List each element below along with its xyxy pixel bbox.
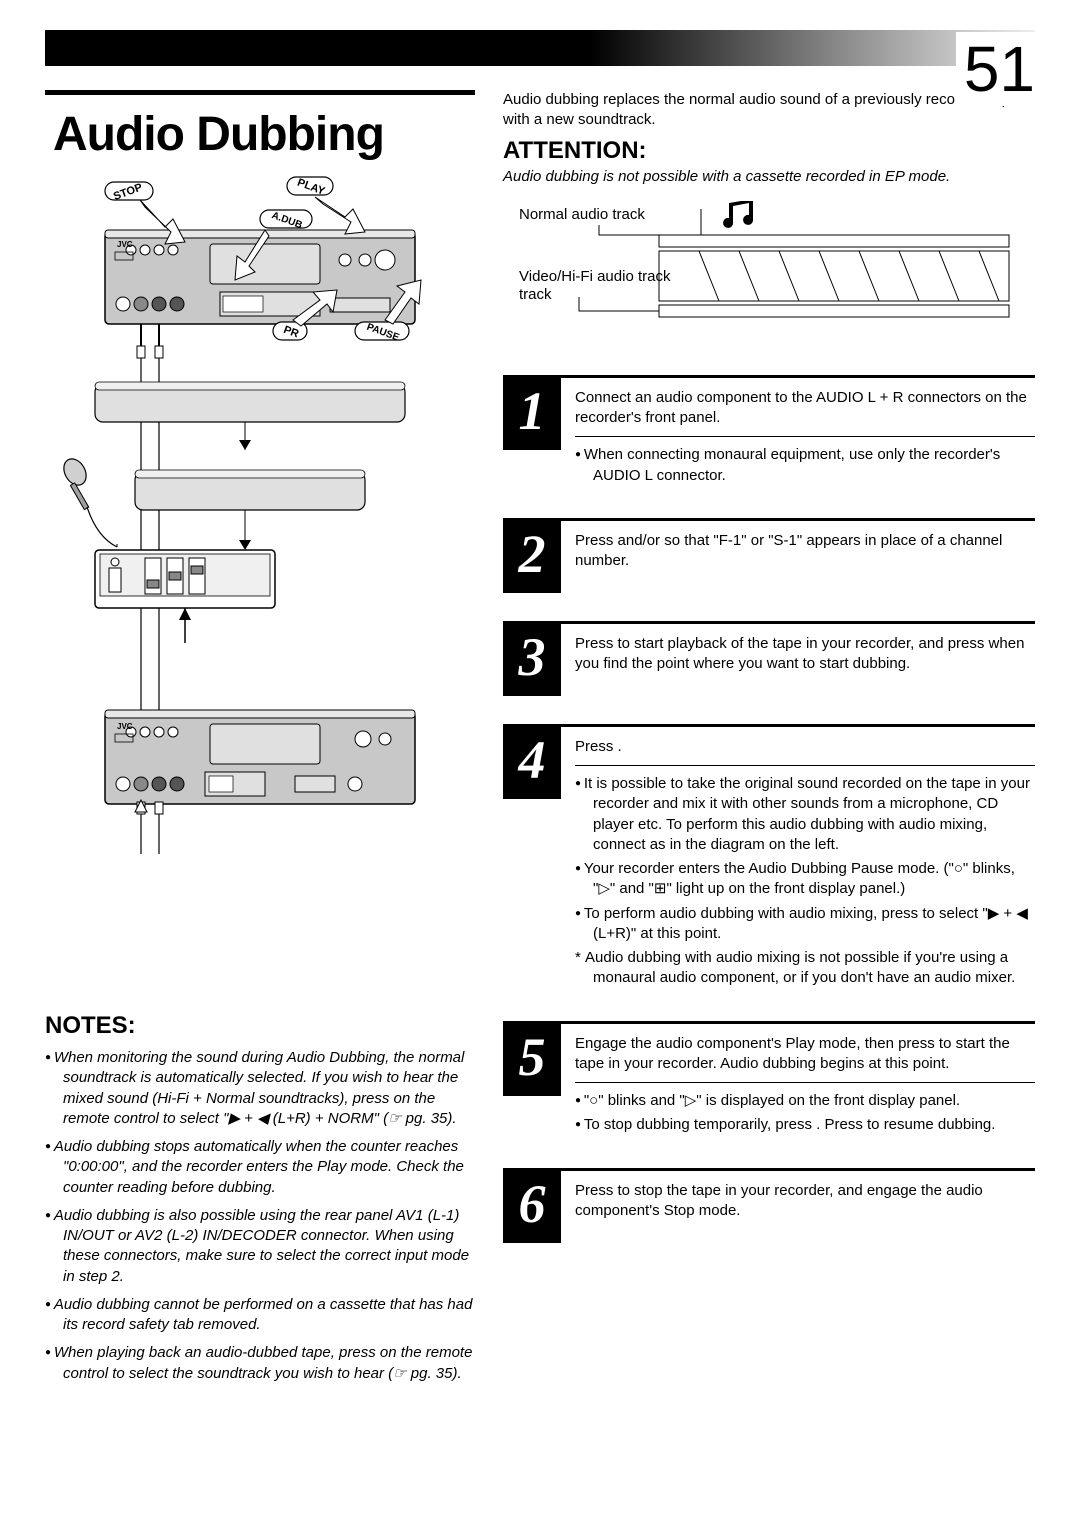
step-6: 6 Press to stop the tape in your recorde… — [503, 1168, 1035, 1243]
step-body-text: Engage the audio component's Play mode, … — [575, 1034, 1035, 1075]
header-gradient-bar — [45, 30, 1035, 66]
page-content: Audio Dubbing — [45, 90, 1035, 1392]
svg-text:Normal audio track: Normal audio track — [519, 206, 645, 223]
step-number: 4 — [503, 727, 561, 799]
track-diagram: Normal audio track Video/Hi-Fi audio tra… — [503, 201, 1035, 351]
notes-heading: NOTES: — [45, 1012, 475, 1040]
step-star-note: Audio dubbing with audio mixing is not p… — [575, 948, 1035, 989]
step-number: 1 — [503, 378, 561, 450]
svg-text:JVC: JVC — [117, 722, 133, 731]
note-item: When playing back an audio-dubbed tape, … — [45, 1343, 475, 1384]
attention-heading: ATTENTION: — [503, 137, 1035, 165]
step-body-text: Press . — [575, 737, 1035, 757]
step-1: 1 Connect an audio component to the AUDI… — [503, 375, 1035, 490]
step-number: 5 — [503, 1024, 561, 1096]
step-body-text: Press to start playback of the tape in y… — [575, 634, 1035, 675]
note-item: When monitoring the sound during Audio D… — [45, 1048, 475, 1129]
svg-text:JVC: JVC — [117, 240, 133, 249]
step-bullet: It is possible to take the original soun… — [575, 774, 1035, 855]
page-number: 51 — [956, 32, 1035, 106]
step-body-text: Connect an audio component to the AUDIO … — [575, 388, 1035, 429]
step-number: 6 — [503, 1171, 561, 1243]
step-3: 3 Press to start playback of the tape in… — [503, 621, 1035, 696]
step-bullet: To perform audio dubbing with audio mixi… — [575, 904, 1035, 945]
step-4: 4 Press . It is possible to take the ori… — [503, 724, 1035, 993]
note-item: Audio dubbing cannot be performed on a c… — [45, 1295, 475, 1336]
step-divider — [575, 436, 1035, 437]
svg-text:Video/Hi-Fi audio tracktrack: Video/Hi-Fi audio tracktrack — [519, 268, 671, 303]
step-divider — [575, 1082, 1035, 1083]
step-bullet: To stop dubbing temporarily, press . Pre… — [575, 1115, 1035, 1135]
step-number: 2 — [503, 521, 561, 593]
step-bullet: When connecting monaural equipment, use … — [575, 445, 1035, 486]
step-5: 5 Engage the audio component's Play mode… — [503, 1021, 1035, 1140]
right-column: Audio dubbing replaces the normal audio … — [503, 90, 1035, 1392]
step-bullet: "○" blinks and "▷" is displayed on the f… — [575, 1091, 1035, 1111]
step-body-text: Press and/or so that "F-1" or "S-1" appe… — [575, 531, 1035, 572]
step-bullet: Your recorder enters the Audio Dubbing P… — [575, 859, 1035, 900]
note-item: Audio dubbing is also possible using the… — [45, 1206, 475, 1287]
title-top-rule — [45, 90, 475, 95]
page-title: Audio Dubbing — [45, 103, 475, 172]
step-number: 3 — [503, 624, 561, 696]
note-item: Audio dubbing stops automatically when t… — [45, 1137, 475, 1198]
notes-list: When monitoring the sound during Audio D… — [45, 1048, 475, 1384]
step-body-text: Press to stop the tape in your recorder,… — [575, 1181, 1035, 1222]
attention-text: Audio dubbing is not possible with a cas… — [503, 167, 1035, 187]
left-column: Audio Dubbing — [45, 90, 475, 1392]
step-2: 2 Press and/or so that "F-1" or "S-1" ap… — [503, 518, 1035, 593]
equipment-diagram: JVC STOP PLAY A.DUB — [45, 172, 475, 992]
music-notes-icon — [723, 201, 753, 228]
step-divider — [575, 765, 1035, 766]
